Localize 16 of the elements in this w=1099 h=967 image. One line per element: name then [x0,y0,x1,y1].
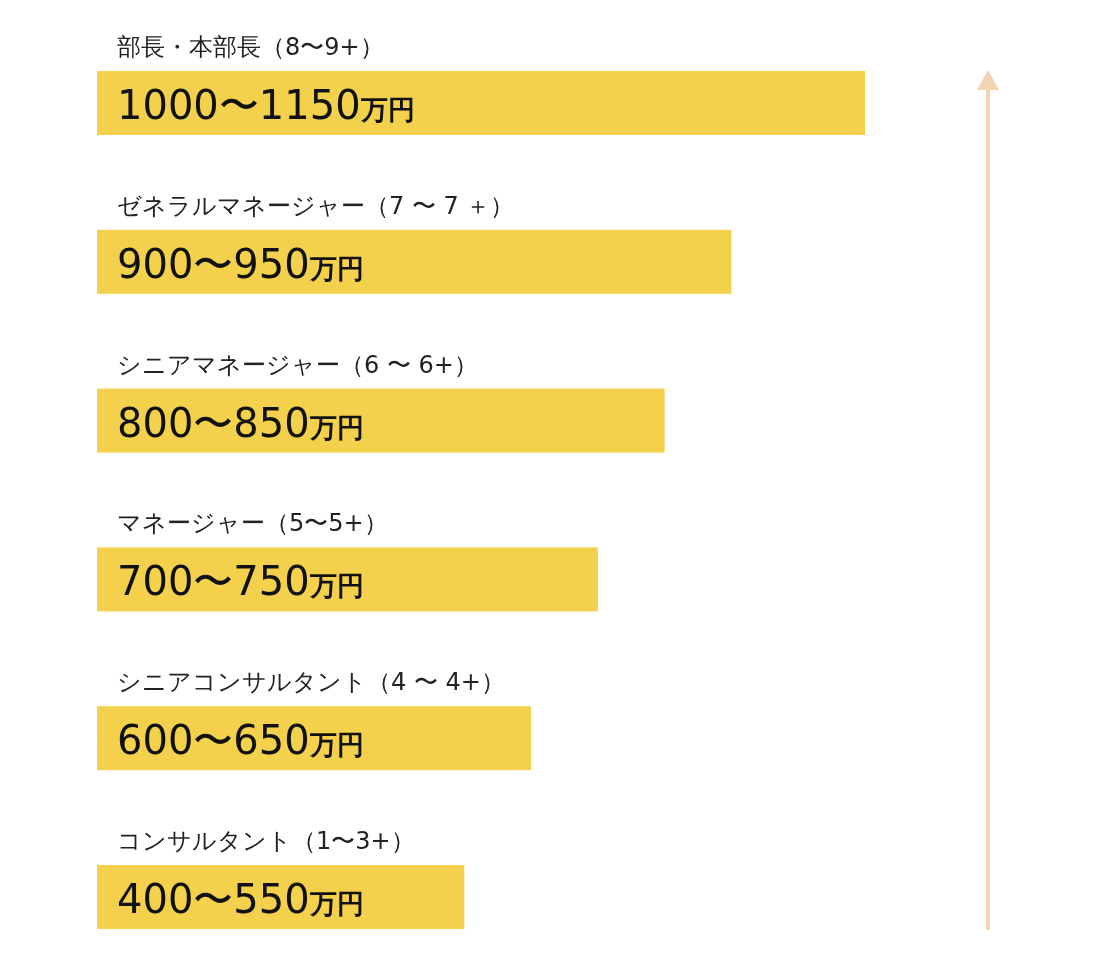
y-tick-label: マネージャー（5〜5+） [117,509,388,538]
data-label: 400〜550万円 [117,876,364,922]
y-tick-label: シニアコンサルタント（4 〜 4+） [117,668,505,697]
bar [97,547,598,612]
y-tick-label: ゼネラルマネージャー（7 〜 7 ＋） [117,191,515,220]
data-label: 1000〜1150万円 [117,82,415,128]
y-tick-label: シニアマネージャー（6 〜 6+） [117,350,478,379]
y-tick-label: コンサルタント（1〜3+） [117,827,415,855]
bar [97,229,732,294]
data-label: 600〜650万円 [117,717,364,764]
data-label: 800〜850万円 [117,399,364,446]
data-label: 900〜950万円 [117,240,364,287]
y-tick-label: 部長・本部長（8〜9+） [117,33,384,61]
bar [97,71,865,135]
bar [97,388,665,453]
data-label: 700〜750万円 [117,558,364,605]
